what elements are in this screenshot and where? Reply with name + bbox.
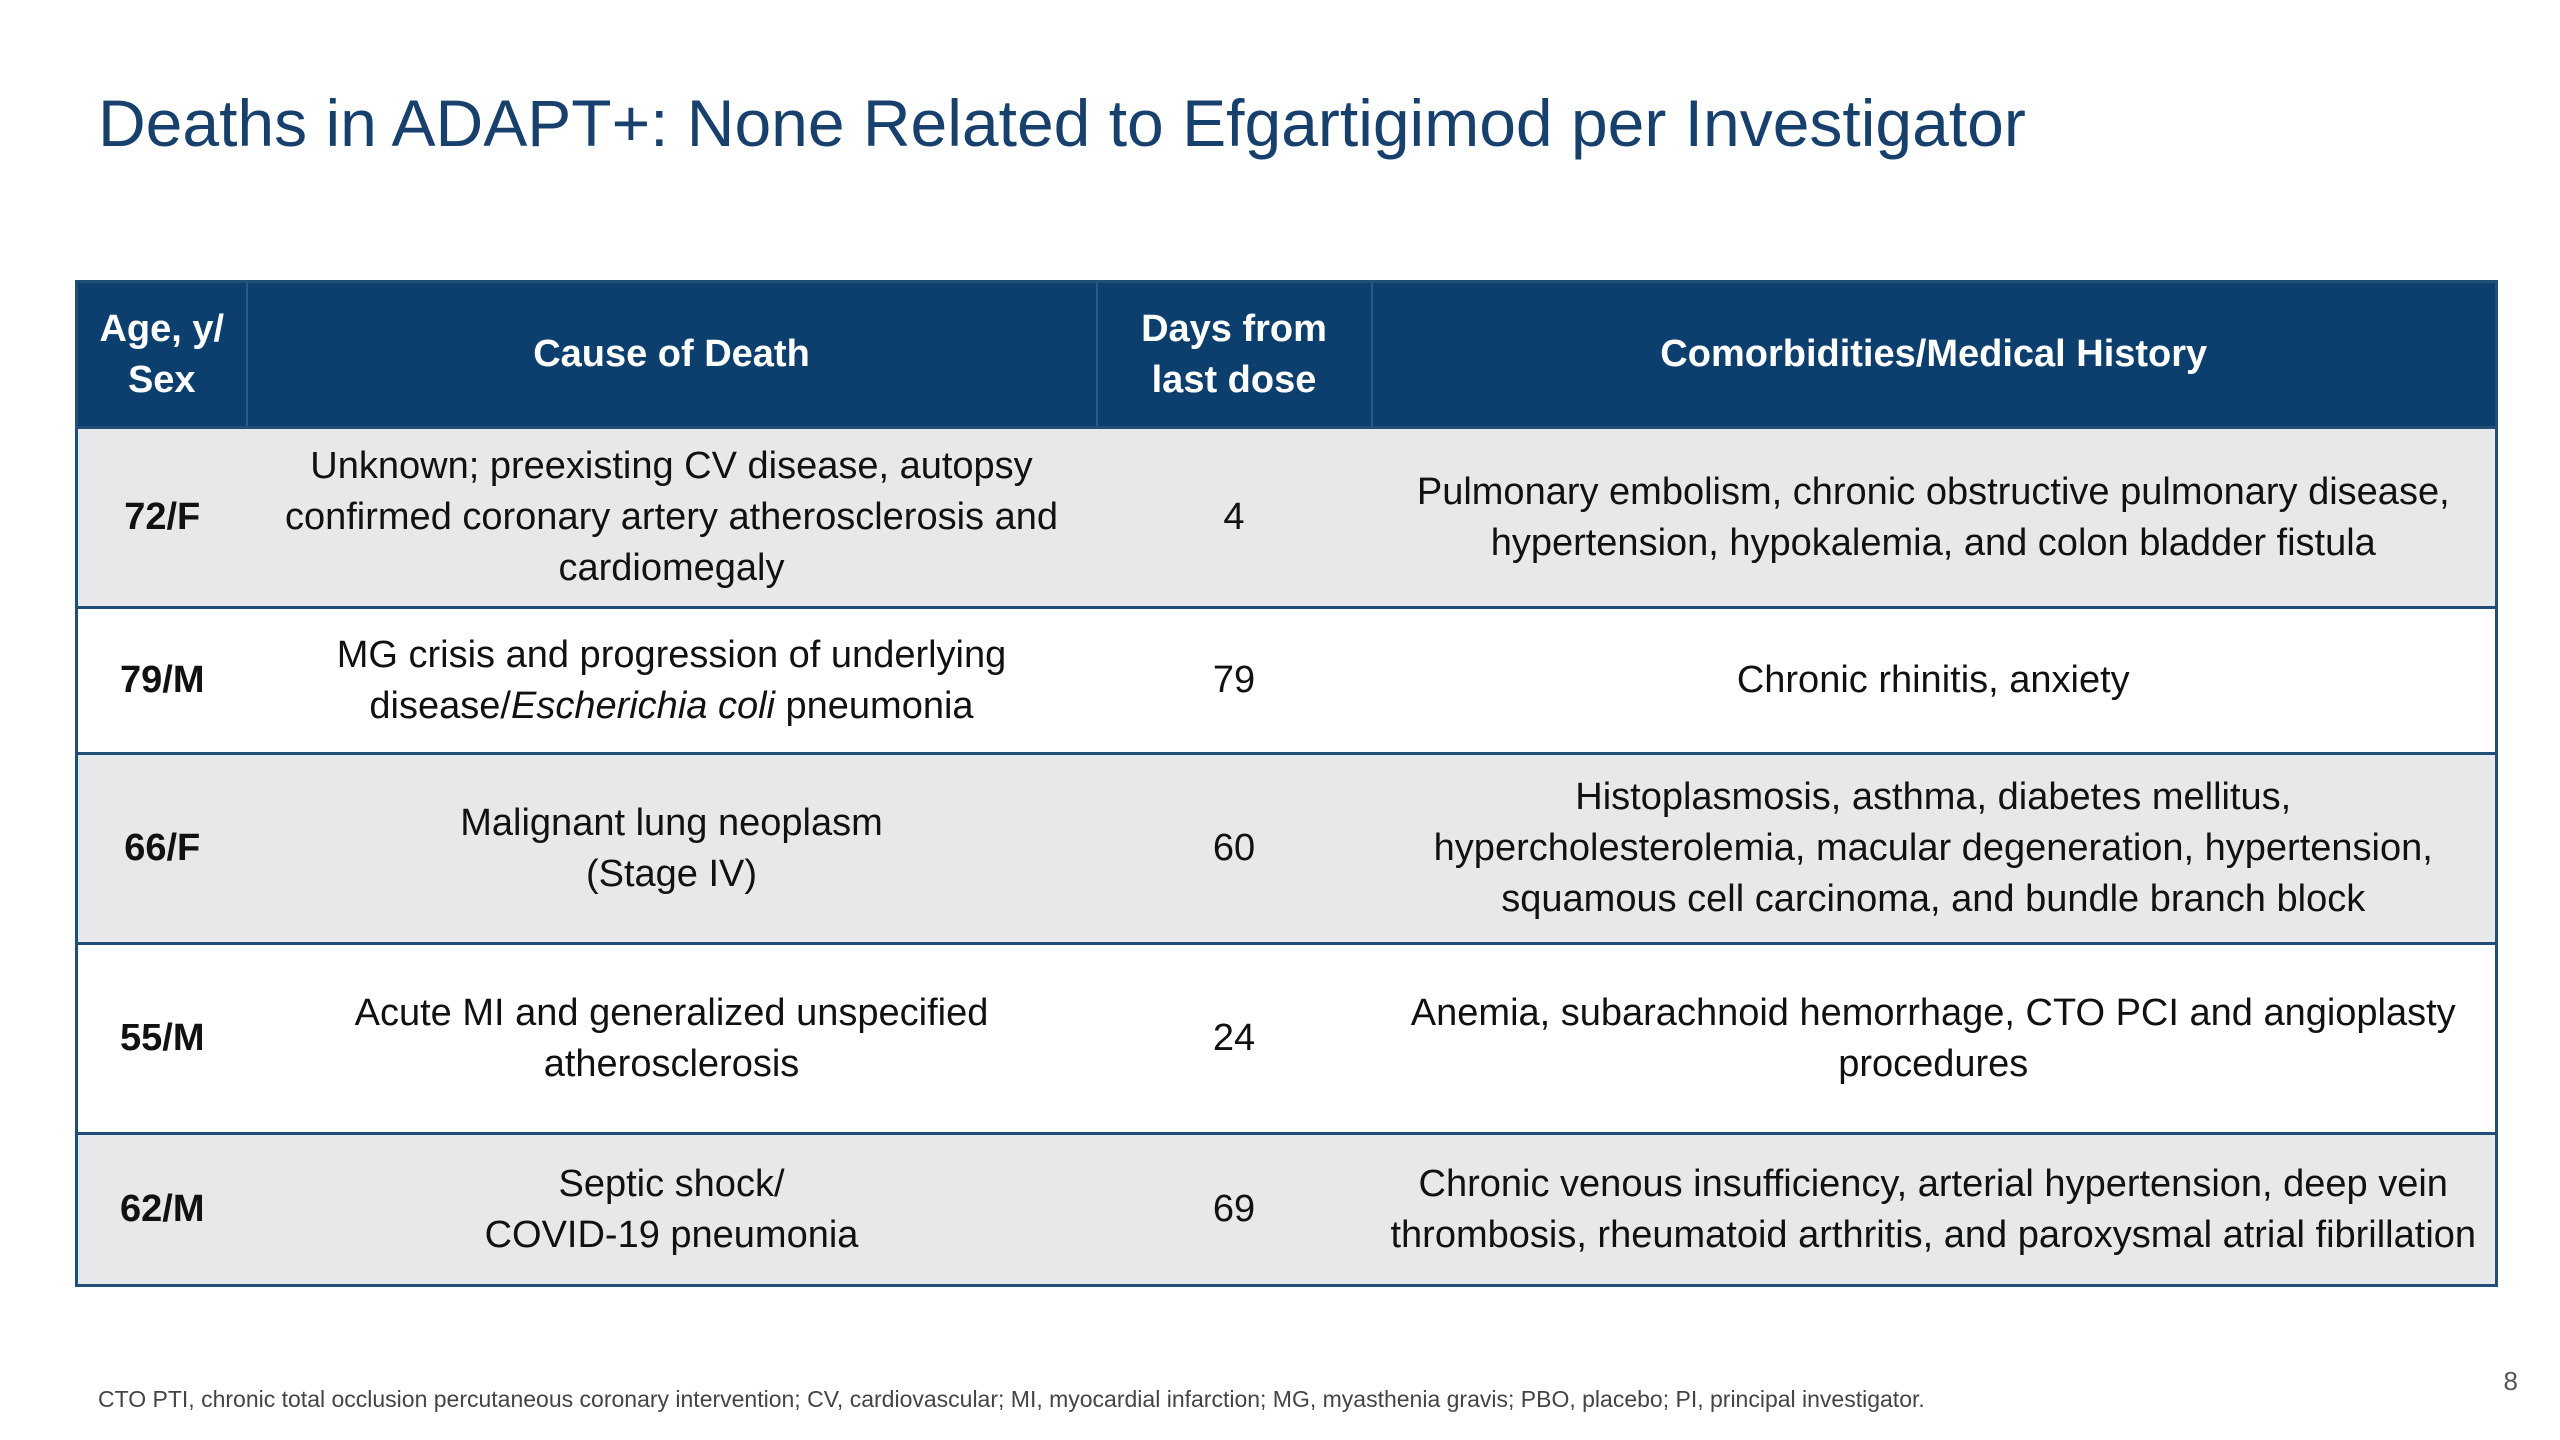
age-sex-cell: 66/F [76,752,247,944]
abbreviations-footnote: CTO PTI, chronic total occlusion percuta… [98,1386,1925,1412]
header-age-sex: Age, y/ Sex [76,281,248,428]
cause-organism-italic: Escherichia coli [510,684,775,727]
cause-line-2: COVID-19 pneumonia [484,1213,859,1256]
cause-text: MG crisis and progression of underlying … [336,633,1007,727]
cause-of-death-cell: Unknown; preexisting CV disease, autopsy… [246,426,1097,608]
age-sex-cell: 55/M [76,942,247,1134]
cause-of-death-cell: Malignant lung neoplasm (Stage IV) [246,752,1097,944]
cause-line-1: Septic shock/ [558,1162,785,1205]
table-row: 55/M Acute MI and generalized unspecifie… [76,942,2497,1134]
cause-text-end: pneumonia [774,684,974,727]
table-row: 62/M Septic shock/COVID-19 pneumonia 69 … [76,1132,2497,1286]
age-sex-cell: 79/M [76,606,247,754]
days-cell: 69 [1096,1132,1372,1286]
header-days-from-last-dose: Days from last dose [1096,281,1373,428]
table-row: 66/F Malignant lung neoplasm (Stage IV) 6… [76,752,2497,944]
cause-of-death-cell: Acute MI and generalized unspecified ath… [246,942,1097,1134]
page-number: 8 [2503,1366,2518,1396]
days-cell: 4 [1096,426,1372,608]
table-row: 72/F Unknown; preexisting CV disease, au… [76,426,2497,608]
deaths-table: Age, y/ Sex Cause of Death Days from las… [75,280,2498,1287]
slide-title: Deaths in ADAPT+: None Related to Efgart… [98,86,2026,160]
table-row: 79/M MG crisis and progression of underl… [76,606,2497,754]
age-sex-cell: 72/F [76,426,247,608]
days-cell: 24 [1096,942,1372,1134]
cause-line-1: Malignant lung neoplasm [460,801,883,844]
cause-line-2: (Stage IV) [585,852,758,895]
days-cell: 60 [1096,752,1372,944]
history-cell: Chronic rhinitis, anxiety [1371,606,2497,754]
cause-of-death-cell: MG crisis and progression of underlying … [246,606,1097,754]
history-cell: Pulmonary embolism, chronic obstructive … [1371,426,2497,608]
table-header-row: Age, y/ Sex Cause of Death Days from las… [76,281,2497,428]
history-cell: Anemia, subarachnoid hemorrhage, CTO PCI… [1371,942,2497,1134]
age-sex-cell: 62/M [76,1132,247,1286]
days-cell: 79 [1096,606,1372,754]
history-cell: Histoplasmosis, asthma, diabetes mellitu… [1371,752,2497,944]
header-comorbidities: Comorbidities/Medical History [1371,281,2497,428]
cause-of-death-cell: Septic shock/COVID-19 pneumonia [246,1132,1097,1286]
history-cell: Chronic venous insufficiency, arterial h… [1371,1132,2497,1286]
header-cause-of-death: Cause of Death [246,281,1098,428]
